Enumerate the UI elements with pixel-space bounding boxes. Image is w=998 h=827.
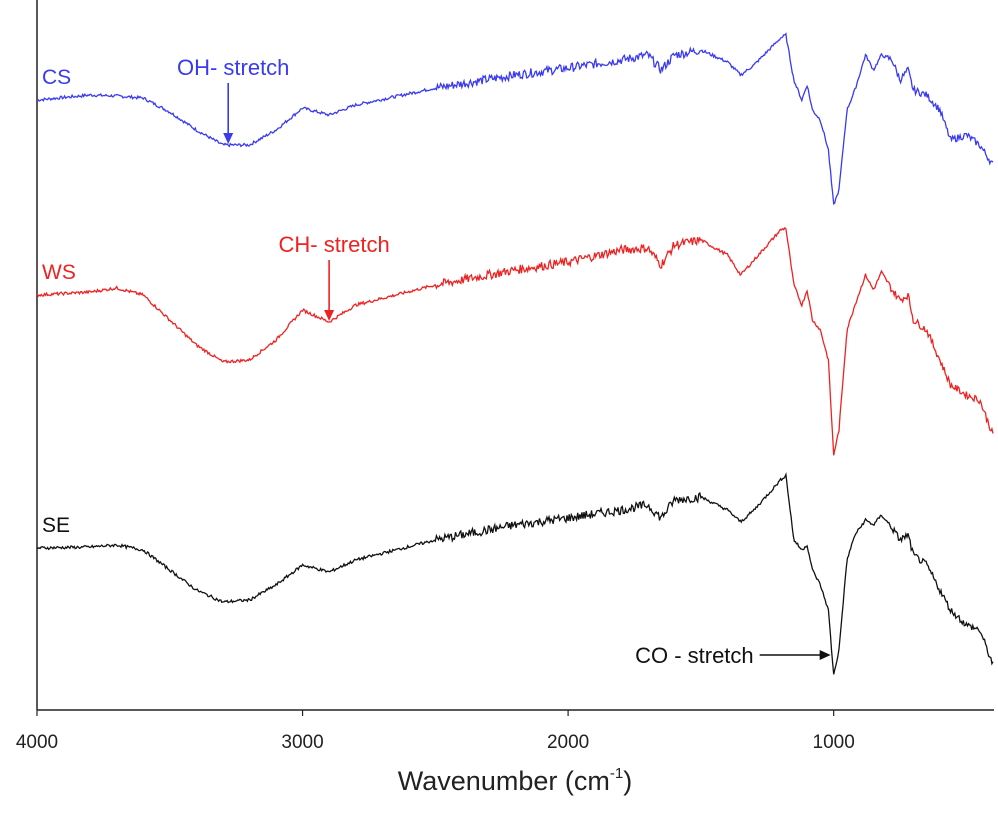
series-line-cs xyxy=(36,32,994,205)
annotation-ch-stretch: CH- stretch xyxy=(278,232,390,321)
annotation-text: OH- stretch xyxy=(177,55,289,80)
series-label-cs: CS xyxy=(42,66,71,89)
series-line-se xyxy=(36,471,994,675)
x-tick-label-4000: 4000 xyxy=(16,732,58,753)
x-tick-label-3000: 3000 xyxy=(281,732,323,753)
x-axis-label: Wavenumber (cm-1) xyxy=(398,765,632,796)
arrowhead-icon xyxy=(223,133,234,144)
series-label-ws: WS xyxy=(42,261,76,284)
annotation-co-stretch: CO - stretch xyxy=(635,643,831,668)
series-line-ws xyxy=(36,226,994,456)
annotation-text: CO - stretch xyxy=(635,643,754,668)
arrowhead-icon xyxy=(324,310,335,321)
arrowhead-icon xyxy=(819,650,831,660)
annotation-text: CH- stretch xyxy=(278,232,389,257)
x-tick-label-2000: 2000 xyxy=(547,732,589,753)
series-label-se: SE xyxy=(42,514,70,537)
x-tick-label-1000: 1000 xyxy=(813,732,855,753)
annotation-oh-stretch: OH- stretch xyxy=(177,55,289,144)
